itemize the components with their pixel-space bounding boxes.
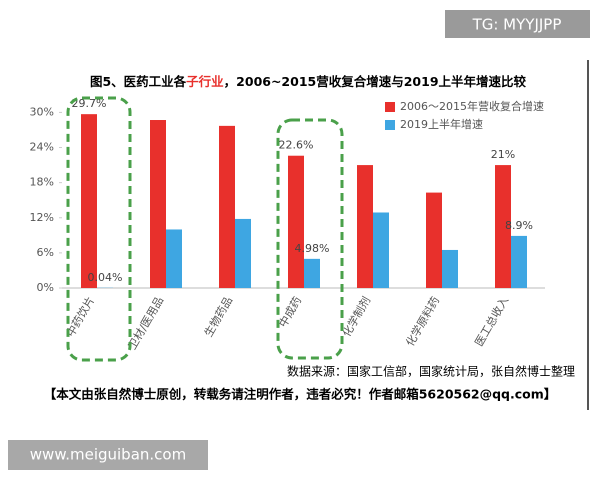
x-tick-label: 医工总收入 xyxy=(472,294,512,349)
x-tick-label: 化学原料药 xyxy=(403,294,443,349)
data-label: 21% xyxy=(491,148,515,161)
data-label: 29.7% xyxy=(72,97,107,110)
badge: TG: MYYJJPP xyxy=(472,16,562,34)
x-tick-label: 生物药品 xyxy=(201,294,235,339)
y-tick-label: 24% xyxy=(30,141,54,154)
bar xyxy=(235,218,251,288)
source: 数据来源：国家工信部，国家统计局，张自然博士整理 xyxy=(287,364,575,379)
bar xyxy=(150,120,166,288)
data-label: 22.6% xyxy=(279,139,314,152)
title-part: 子行业 xyxy=(186,74,224,89)
y-tick-label: 30% xyxy=(30,105,54,118)
bar xyxy=(81,114,97,288)
y-tick-label: 18% xyxy=(30,176,54,189)
legend-label: 2006～2015年营收复合增速 xyxy=(400,99,544,113)
site: www.meiguiban.com xyxy=(30,446,186,464)
notice: 【本文由张自然博士原创，转载务请注明作者，违者必究！作者邮箱5620562@qq… xyxy=(44,387,557,402)
x-tick-label: 中成药 xyxy=(276,295,304,330)
highlight xyxy=(276,118,344,360)
chart-title: 图5、医药工业各子行业，2006~2015营收复合增速与2019上半年增速比较 xyxy=(90,74,527,89)
data-label: 4.98% xyxy=(295,242,330,255)
bar xyxy=(304,258,320,288)
bar xyxy=(373,212,389,288)
title-part: 图5、医药工业各 xyxy=(90,74,187,89)
bar xyxy=(357,165,373,288)
x-tick-label: 化学制剂 xyxy=(339,294,373,339)
bar xyxy=(219,125,235,288)
title-part: ，2006~2015营收复合增速与2019上半年增速比较 xyxy=(224,74,527,89)
highlight xyxy=(66,96,132,362)
bar xyxy=(166,229,182,288)
legend-swatch xyxy=(385,102,395,112)
bar xyxy=(495,165,511,288)
site-bg xyxy=(8,440,208,470)
bar xyxy=(288,155,304,288)
legend-label: 2019上半年增速 xyxy=(400,117,483,131)
y-tick-label: 12% xyxy=(30,211,54,224)
data-label: 0.04% xyxy=(88,271,123,284)
bar xyxy=(511,235,527,288)
bar xyxy=(442,249,458,288)
y-tick-label: 0% xyxy=(37,281,54,294)
y-tick-label: 6% xyxy=(37,246,54,259)
badge-bg xyxy=(445,10,590,38)
bar xyxy=(426,192,442,288)
data-label: 8.9% xyxy=(505,219,533,232)
legend-swatch xyxy=(385,120,395,130)
